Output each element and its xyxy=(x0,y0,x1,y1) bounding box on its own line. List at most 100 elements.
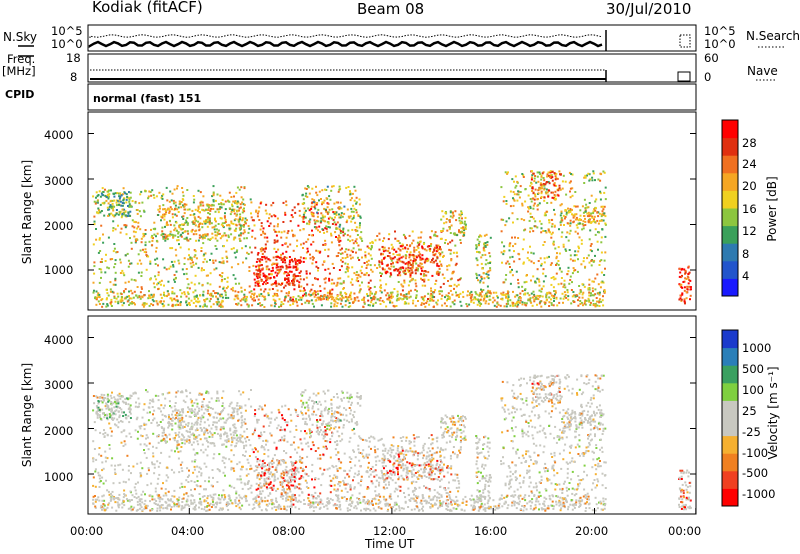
power-echo-mark xyxy=(390,257,392,260)
power-echo-mark xyxy=(93,223,96,226)
power-echo-mark xyxy=(368,288,371,291)
power-echo-mark xyxy=(456,234,459,237)
power-echo-mark xyxy=(573,213,576,216)
power-echo-mark xyxy=(232,274,235,277)
power-echo-mark xyxy=(180,201,183,203)
velocity-echo-mark xyxy=(212,421,215,424)
power-echo-mark xyxy=(588,283,591,286)
velocity-echo-mark xyxy=(193,423,196,426)
power-echo-mark xyxy=(383,257,386,259)
power-echo-mark xyxy=(569,180,572,183)
power-echo-mark xyxy=(191,259,193,262)
power-echo-mark xyxy=(592,170,595,173)
power-echo-mark xyxy=(451,212,454,215)
power-echo-mark xyxy=(282,201,285,204)
power-echo-mark xyxy=(239,226,242,229)
power-echo-mark xyxy=(446,299,448,302)
power-echo-mark xyxy=(290,258,293,261)
power-echo-mark xyxy=(274,230,277,233)
power-echo-mark xyxy=(506,300,509,302)
power-echo-mark xyxy=(419,265,422,268)
velocity-echo-mark xyxy=(216,390,219,393)
power-echo-mark xyxy=(185,272,188,275)
power-echo-mark xyxy=(192,221,195,224)
power-echo-mark xyxy=(98,303,101,305)
velocity-echo-mark xyxy=(176,409,179,412)
power-echo-mark xyxy=(378,238,381,241)
power-echo-mark xyxy=(509,270,512,273)
velocity-echo-mark xyxy=(181,485,184,488)
velocity-echo-mark xyxy=(232,454,235,457)
power-echo-mark xyxy=(341,215,344,218)
power-echo-mark xyxy=(323,207,326,210)
power-echo-mark xyxy=(233,251,236,254)
velocity-echo-mark xyxy=(108,413,111,415)
power-echo-mark xyxy=(594,277,597,280)
power-echo-mark xyxy=(548,255,550,258)
velocity-echo-mark xyxy=(156,493,159,496)
velocity-echo-mark xyxy=(203,426,206,429)
velocity-echo-mark xyxy=(129,397,132,400)
power-echo-mark xyxy=(590,250,593,253)
power-echo-mark xyxy=(413,246,416,249)
velocity-echo-mark xyxy=(106,489,109,492)
velocity-echo-mark xyxy=(169,438,171,441)
power-echo-mark xyxy=(218,207,221,210)
power-echo-mark xyxy=(205,298,208,301)
power-echo-mark xyxy=(136,212,139,215)
power-echo-mark xyxy=(456,294,459,297)
power-echo-mark xyxy=(93,215,96,218)
power-echo-mark xyxy=(414,279,417,282)
power-echo-mark xyxy=(311,255,314,258)
power-echo-mark xyxy=(212,204,215,207)
power-echo-mark xyxy=(555,262,558,265)
power-echo-mark xyxy=(319,230,321,233)
velocity-echo-mark xyxy=(182,425,184,428)
power-echo-mark xyxy=(278,230,281,233)
power-echo-mark xyxy=(210,207,212,210)
power-echo-mark xyxy=(119,195,122,198)
power-echo-mark xyxy=(590,264,593,267)
velocity-echo-mark xyxy=(224,421,227,424)
power-echo-mark xyxy=(209,294,211,297)
power-echo-mark xyxy=(324,215,326,218)
power-echo-mark xyxy=(441,304,444,307)
power-echo-mark xyxy=(379,297,382,299)
power-echo-mark xyxy=(198,234,201,237)
power-echo-mark xyxy=(307,207,310,210)
power-echo-mark xyxy=(595,207,597,210)
power-echo-mark xyxy=(467,290,469,293)
velocity-echo-mark xyxy=(213,444,216,447)
power-echo-mark xyxy=(581,283,584,286)
power-echo-mark xyxy=(562,297,565,300)
power-echo-mark xyxy=(157,208,160,211)
velocity-echo-mark xyxy=(203,437,206,440)
power-echo-mark xyxy=(264,232,267,235)
power-echo-mark xyxy=(318,298,320,301)
power-echo-mark xyxy=(266,240,269,243)
velocity-echo-mark xyxy=(299,466,302,469)
velocity-echo-mark xyxy=(236,408,239,411)
power-echo-mark xyxy=(548,305,551,307)
power-echo-mark xyxy=(421,266,424,269)
velocity-echo-mark xyxy=(261,490,264,493)
power-echo-mark xyxy=(331,295,333,298)
power-echo-mark xyxy=(536,208,539,211)
velocity-echo-mark xyxy=(156,435,159,438)
power-echo-mark xyxy=(206,297,209,300)
power-echo-mark xyxy=(130,241,133,244)
power-echo-mark xyxy=(311,198,314,201)
power-echo-mark xyxy=(592,210,595,213)
velocity-echo-mark xyxy=(200,449,203,452)
power-echo-mark xyxy=(542,177,545,179)
power-echo-mark xyxy=(684,302,686,305)
power-echo-mark xyxy=(485,259,488,262)
power-echo-mark xyxy=(109,290,112,293)
power-echo-mark xyxy=(174,201,177,204)
power-echo-mark xyxy=(122,187,125,190)
power-echo-mark xyxy=(587,211,590,214)
power-echo-mark xyxy=(228,207,231,210)
power-echo-mark xyxy=(584,176,587,179)
velocity-echo-mark xyxy=(151,400,154,403)
power-echo-mark xyxy=(303,202,306,205)
